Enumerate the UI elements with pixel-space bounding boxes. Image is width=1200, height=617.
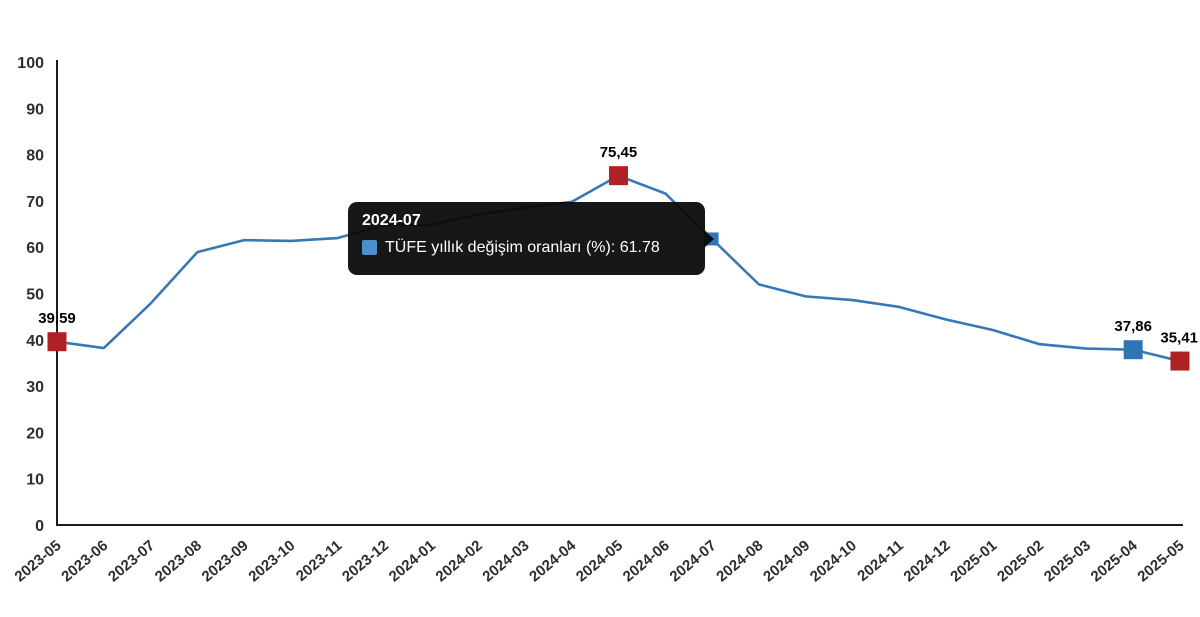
- y-tick-label: 40: [26, 333, 44, 350]
- x-tick-label: 2024-01: [386, 537, 439, 585]
- x-tick-label: 2025-02: [994, 537, 1047, 585]
- x-tick-label: 2024-07: [667, 537, 720, 585]
- x-tick-label: 2025-04: [1088, 537, 1142, 586]
- y-tick-label: 50: [26, 287, 44, 304]
- x-tick-label: 2023-05: [11, 537, 64, 585]
- x-tick-label: 2024-10: [807, 537, 860, 585]
- x-tick-label: 2023-12: [339, 537, 392, 585]
- series-swatch-icon: [362, 239, 377, 255]
- x-tick-label: 2025-01: [947, 537, 1000, 585]
- y-tick-label: 60: [26, 240, 44, 257]
- x-tick-label: 2023-11: [293, 537, 345, 585]
- x-tick-label: 2024-03: [479, 537, 532, 585]
- x-tick-label: 2023-08: [152, 537, 205, 585]
- data-point-label: 39,59: [38, 310, 76, 327]
- x-tick-label: 2023-10: [245, 537, 298, 585]
- x-tick-label: 2023-07: [105, 537, 158, 585]
- x-tick-label: 2024-05: [573, 537, 626, 585]
- x-tick-label: 2024-04: [526, 537, 580, 586]
- tooltip-title: 2024-07: [362, 212, 421, 229]
- tooltip-arrow-icon: [704, 229, 714, 248]
- y-tick-label: 30: [26, 379, 44, 396]
- x-tick-label: 2023-09: [199, 537, 252, 585]
- y-tick-label: 100: [17, 55, 44, 72]
- x-tick-label: 2025-03: [1041, 537, 1094, 585]
- y-tick-label: 20: [26, 425, 44, 442]
- y-tick-label: 80: [26, 148, 44, 165]
- x-tick-label: 2024-06: [620, 537, 673, 585]
- y-tick-label: 90: [26, 101, 44, 118]
- data-point-marker: [1123, 340, 1143, 360]
- x-tick-label: 2024-08: [713, 537, 766, 585]
- x-tick-label: 2023-06: [58, 537, 111, 585]
- tooltip-row: TÜFE yıllık değişim oranları (%): 61.78: [362, 239, 691, 257]
- x-tick-label: 2024-09: [760, 537, 813, 585]
- data-point-label: 37,86: [1114, 318, 1152, 335]
- y-tick-label: 0: [35, 518, 44, 535]
- tooltip-series-value: TÜFE yıllık değişim oranları (%): 61.78: [385, 238, 660, 256]
- data-point-marker: [47, 332, 67, 352]
- y-tick-label: 70: [26, 194, 44, 211]
- data-point-marker: [608, 166, 628, 186]
- y-tick-label: 10: [26, 472, 44, 489]
- x-tick-label: 2025-05: [1134, 537, 1187, 585]
- x-tick-label: 2024-12: [900, 537, 953, 585]
- data-point-label: 35,41: [1160, 330, 1198, 347]
- data-point-label: 75,45: [600, 144, 638, 161]
- tooltip: 2024-07 TÜFE yıllık değişim oranları (%)…: [348, 202, 714, 275]
- x-tick-label: 2024-11: [854, 537, 906, 585]
- x-tick-label: 2024-02: [433, 537, 486, 585]
- data-point-marker: [1170, 351, 1190, 371]
